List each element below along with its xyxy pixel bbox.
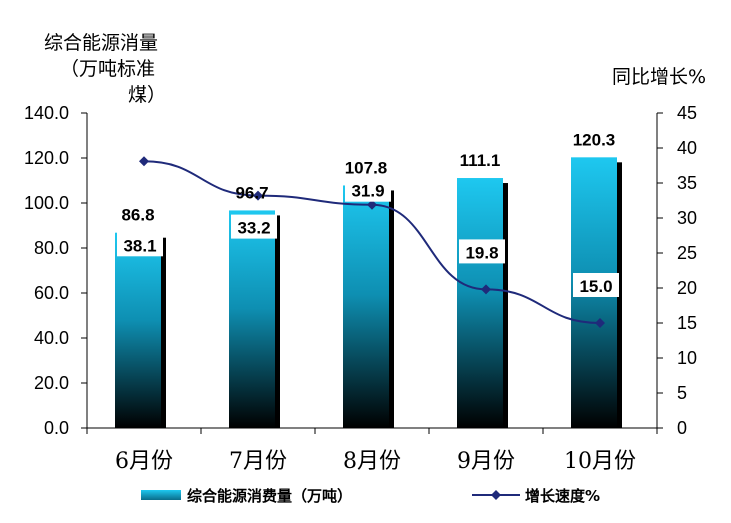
right-tick-label: 15: [677, 313, 697, 333]
right-tick-label: 45: [677, 103, 697, 123]
left-tick-label: 100.0: [24, 193, 69, 213]
right-tick-label: 30: [677, 208, 697, 228]
legend: 综合能源消费量（万吨） 增长速度%: [141, 487, 600, 505]
bar-value-label: 107.8: [345, 158, 388, 177]
bar: [229, 210, 275, 428]
bar-value-label: 96.7: [235, 183, 268, 202]
growth-point: [595, 318, 605, 328]
x-category-label: 10月份: [564, 449, 636, 474]
x-category-label: 6月份: [115, 449, 173, 474]
x-category-label: 8月份: [343, 449, 401, 474]
bar-value-label: 86.8: [121, 206, 154, 225]
right-tick-label: 20: [677, 278, 697, 298]
bar: [343, 185, 389, 428]
legend-bar-swatch: [141, 490, 181, 500]
bar: [457, 178, 503, 428]
x-category-label: 7月份: [229, 449, 287, 474]
left-tick-label: 40.0: [34, 328, 69, 348]
line-value-label: 38.1: [123, 236, 156, 255]
left-tick-label: 120.0: [24, 148, 69, 168]
line-value-label-bg: [573, 273, 619, 297]
line-value-label: 15.0: [579, 277, 612, 296]
line-value-label-bg: [345, 177, 391, 202]
bar-value-label: 120.3: [573, 130, 616, 149]
x-category-label: 9月份: [457, 449, 515, 474]
legend-line-label: 增长速度%: [525, 487, 600, 505]
growth-point: [139, 156, 149, 167]
axes-layer: 0.0 20.0 40.0 60.0 80.0 100.0 120.0 140.0 0 5 10 15…: [24, 103, 697, 474]
legend-line-marker: [491, 490, 501, 500]
left-tick-label: 140.0: [24, 103, 69, 123]
right-tick-label: 10: [677, 348, 697, 368]
right-tick-label: 40: [677, 138, 697, 158]
line-value-label-bg: [231, 214, 277, 239]
labels-layer: 86.8 96.7 107.8 111.1 120.3 38.1 33.2 31.9 19.8 1…: [117, 130, 619, 297]
line-value-label-bg: [117, 232, 163, 257]
right-axis-title: 同比增长%: [612, 66, 707, 88]
line-value-label-bg: [459, 239, 505, 264]
left-tick-label: 60.0: [34, 283, 69, 303]
left-axis-title-line-2: （万吨标准: [60, 58, 156, 80]
left-axis-title-line-1: 综合能源消量: [44, 32, 159, 54]
right-tick-label: 25: [677, 243, 697, 263]
legend-bar-label: 综合能源消费量（万吨）: [187, 487, 352, 505]
bar-value-label: 111.1: [460, 151, 501, 170]
growth-point: [253, 190, 263, 201]
left-tick-label: 20.0: [34, 373, 69, 393]
line-layer: [139, 156, 605, 328]
growth-line: [143, 160, 601, 324]
bar: [115, 232, 161, 428]
right-tick-label: 5: [677, 383, 687, 403]
line-value-label: 33.2: [237, 219, 270, 238]
left-axis-title-line-3: 煤）: [128, 84, 167, 106]
left-tick-label: 0.0: [44, 418, 69, 438]
growth-point: [481, 284, 491, 295]
left-axis-title: 综合能源消量 （万吨标准 煤）: [40, 30, 180, 108]
line-value-label: 19.8: [465, 243, 498, 262]
left-tick-label: 80.0: [34, 238, 69, 258]
growth-point: [367, 199, 377, 210]
right-tick-label: 35: [677, 173, 697, 193]
right-tick-label: 0: [677, 418, 687, 438]
line-value-label: 31.9: [351, 182, 384, 201]
